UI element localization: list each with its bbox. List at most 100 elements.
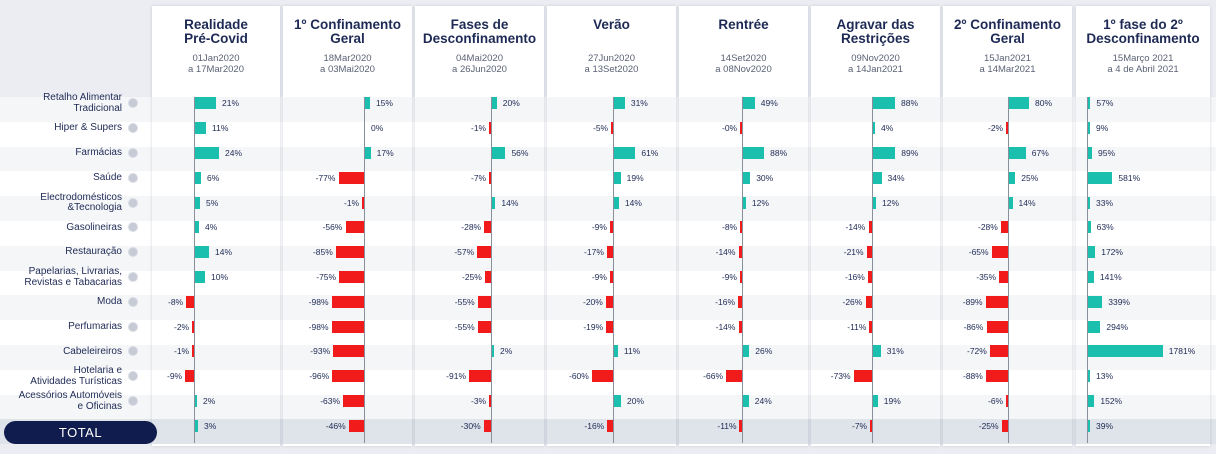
info-icon[interactable]: [128, 148, 138, 158]
info-icon[interactable]: [128, 272, 138, 282]
bar: [1009, 196, 1013, 209]
data-label: -1%: [174, 346, 190, 357]
bar: [195, 147, 219, 159]
row-label: Cabeleireiros: [63, 345, 122, 357]
period-dates: 15Jan2021 a 14Mar2021: [979, 53, 1036, 75]
row-label: Saúde: [93, 172, 122, 184]
bar: [743, 171, 751, 184]
data-label: -65%: [968, 247, 989, 258]
info-icon[interactable]: [128, 123, 138, 134]
bar: [743, 196, 746, 209]
bar: [866, 246, 872, 259]
bar: [345, 221, 364, 234]
bar: [1088, 246, 1096, 259]
column-row-band: [679, 320, 808, 346]
column-row-band: [811, 295, 940, 321]
bar: [1088, 395, 1095, 407]
bar: [1088, 419, 1090, 432]
info-icon[interactable]: [128, 396, 138, 406]
data-label: 13%: [1096, 371, 1114, 382]
info-icon[interactable]: [128, 321, 138, 332]
info-icon[interactable]: [128, 296, 138, 307]
bar: [614, 395, 621, 407]
period-dates: 27Jun2020 a 13Set2020: [584, 53, 639, 75]
period-title: 2º Confinamento Geral: [954, 17, 1061, 46]
data-label: -1%: [344, 197, 360, 208]
data-label: 61%: [641, 148, 659, 158]
data-label: -93%: [310, 346, 331, 357]
data-label: 14%: [215, 247, 233, 258]
bar: [492, 345, 494, 358]
data-label: -55%: [454, 321, 475, 332]
bar: [743, 345, 750, 358]
column-row-band: [811, 121, 940, 147]
bar: [331, 295, 364, 308]
column-row-band: [152, 196, 280, 222]
column-row-band: [152, 295, 280, 321]
data-label: 15%: [375, 98, 393, 109]
data-label: 34%: [887, 172, 905, 183]
data-label: -1%: [471, 123, 487, 134]
period-header: Rentrée 14Set2020 a 08Nov2020: [679, 18, 808, 76]
info-icon[interactable]: [128, 197, 138, 208]
bar: [614, 97, 625, 110]
data-label: -9%: [167, 371, 183, 382]
column-row-band: [1076, 245, 1210, 271]
bar: [999, 271, 1008, 283]
column-row-band: [415, 146, 544, 172]
column-row-band: [679, 270, 808, 296]
column-row-band: [943, 196, 1072, 222]
period-header: Realidade Pré-Covid 01Jan2020 a 17Mar2020: [152, 18, 280, 76]
column-row-band: [283, 146, 412, 172]
period-dates: 18Mar2020 a 03Mai2020: [320, 53, 375, 75]
column-row-band: [1076, 419, 1210, 445]
bar: [192, 320, 194, 333]
column-row-band: [811, 369, 940, 395]
bar: [740, 221, 742, 234]
bar: [611, 122, 613, 135]
row-label: Moda: [96, 296, 122, 308]
bar: [489, 171, 491, 184]
bar: [606, 295, 613, 308]
bar: [1088, 122, 1090, 135]
info-icon[interactable]: [128, 371, 138, 382]
data-label: -19%: [583, 321, 604, 332]
info-icon[interactable]: [128, 222, 138, 233]
bar: [195, 419, 198, 432]
column-row-band: [415, 171, 544, 197]
info-icon[interactable]: [128, 172, 138, 183]
data-label: 24%: [225, 148, 243, 158]
data-label: 20%: [627, 396, 645, 406]
row-label: Hiper & Supers: [54, 122, 122, 134]
info-icon[interactable]: [128, 346, 138, 357]
column-row-band: [415, 270, 544, 296]
info-icon[interactable]: [128, 247, 138, 258]
column-row-band: [152, 419, 280, 445]
bar: [868, 221, 872, 234]
column-row-band: [1076, 121, 1210, 147]
bar: [1006, 395, 1008, 407]
bar: [1088, 196, 1090, 209]
data-label: 21%: [222, 98, 240, 109]
period-header: Agravar das Restrições 09Nov2020 a 14Jan2…: [811, 18, 940, 76]
bar: [726, 370, 742, 383]
bar: [1088, 271, 1094, 283]
period-header: Fases de Desconfinamento 04Mai2020 a 26Ju…: [415, 18, 544, 76]
row-label: Electrodomésticos &Tecnologia: [40, 191, 122, 214]
bar: [609, 221, 613, 234]
bar: [868, 271, 872, 283]
bar: [614, 171, 621, 184]
row-label: Acessórios Automóveis e Oficinas: [18, 390, 122, 412]
column-row-band: [811, 270, 940, 296]
data-label: -77%: [315, 172, 336, 183]
data-label: 19%: [626, 172, 644, 183]
bar: [1088, 345, 1163, 358]
bar: [1009, 171, 1016, 184]
row-label: Retalho Alimentar Tradicional: [43, 92, 122, 114]
data-label: 17%: [376, 148, 394, 158]
info-icon[interactable]: [128, 98, 138, 109]
bar: [614, 147, 636, 159]
data-label: -66%: [703, 371, 723, 382]
data-label: 20%: [502, 98, 520, 109]
bar: [365, 97, 370, 110]
